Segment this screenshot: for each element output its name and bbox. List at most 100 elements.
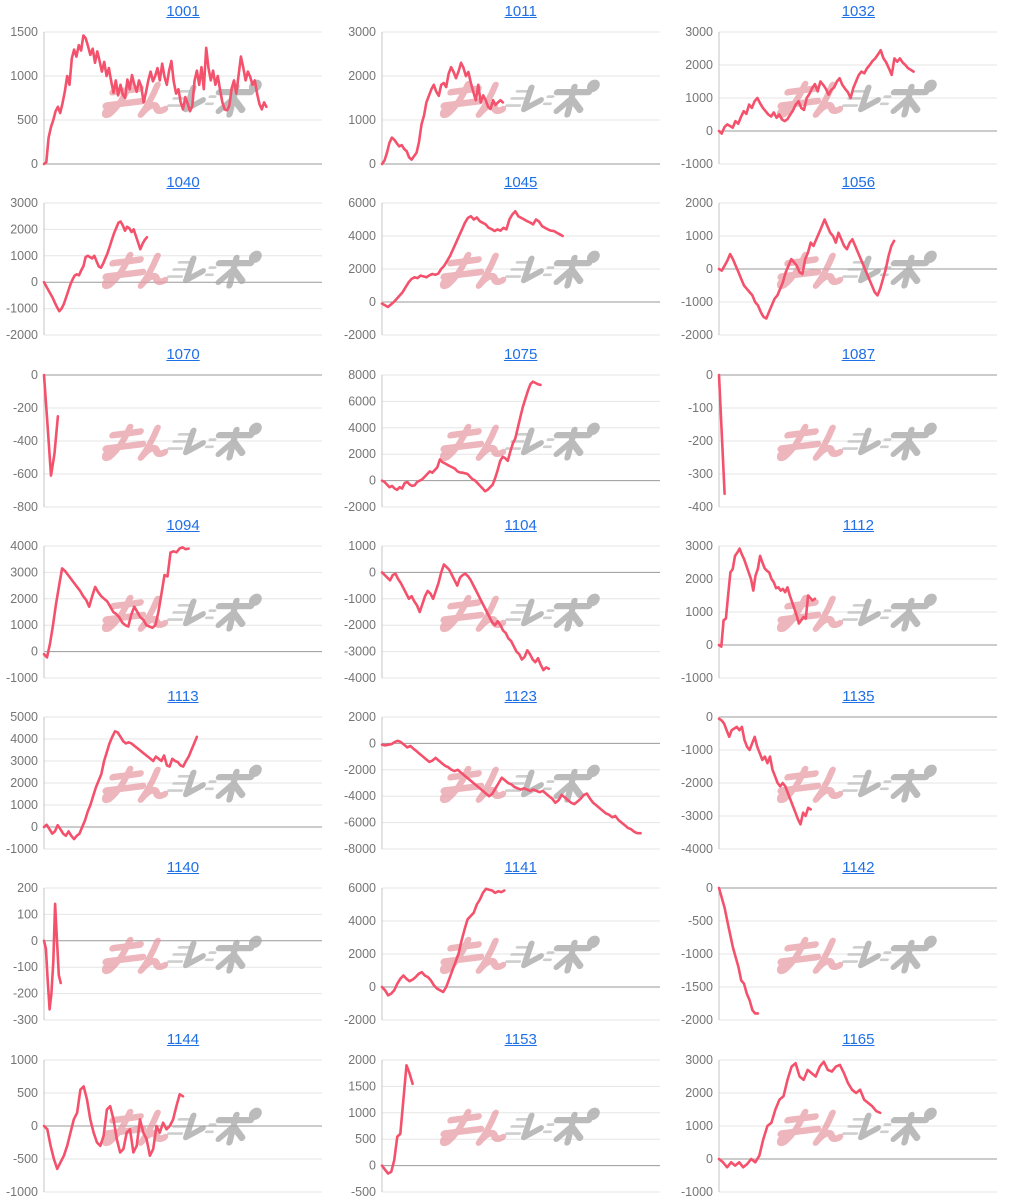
chart-canvas: -400 -300 -200 -100 0 xyxy=(688,368,998,514)
chart-title-link[interactable]: 1141 xyxy=(504,859,537,877)
chart-cell: 1075 -2000 0 2000 4000 6000 8000 xyxy=(338,343,676,514)
y-tick-label: 0 xyxy=(369,473,376,487)
chart-title-link[interactable]: 1140 xyxy=(166,859,200,877)
chart-title-link[interactable]: 1135 xyxy=(842,688,875,706)
chart-cell: 1011 0 1000 2000 3000 xyxy=(338,0,676,171)
chart-title-link[interactable]: 1153 xyxy=(504,1030,537,1048)
chart-title-link[interactable]: 1094 xyxy=(166,516,200,534)
minrepo-watermark-icon xyxy=(779,1111,935,1143)
chart-canvas: -1000 0 1000 2000 3000 xyxy=(681,539,998,685)
series-line xyxy=(718,48,916,135)
minrepo-watermark-icon xyxy=(104,597,260,629)
chart-title: 1135 xyxy=(719,685,997,709)
y-tick-label: 0 xyxy=(706,1152,713,1166)
chart-cell: 1112 -1000 0 1000 2000 3000 xyxy=(675,514,1013,685)
chart-title-link[interactable]: 1011 xyxy=(504,3,537,20)
chart-canvas: -2000 0 2000 4000 6000 xyxy=(344,196,660,342)
chart-title: 1032 xyxy=(719,0,997,24)
chart-title-link[interactable]: 1040 xyxy=(166,174,200,192)
y-tick-label: -800 xyxy=(13,500,38,514)
y-tick-label: 0 xyxy=(706,638,713,652)
chart-title-link[interactable]: 1087 xyxy=(841,345,876,363)
y-tick-label: 0 xyxy=(31,644,38,658)
chart-canvas: -1000 0 1000 2000 3000 xyxy=(681,1053,998,1199)
chart-title-link[interactable]: 1165 xyxy=(842,1030,875,1048)
chart-title-link[interactable]: 1075 xyxy=(504,345,538,363)
chart-cell: 1001 0 500 1000 1500 xyxy=(0,0,338,171)
series-line xyxy=(718,1060,882,1169)
chart-title-link[interactable]: 1070 xyxy=(166,345,200,363)
y-tick-label: 0 xyxy=(706,881,713,895)
y-tick-label: -1000 xyxy=(681,947,713,961)
y-tick-label: 2000 xyxy=(348,447,376,461)
y-tick-label: 2000 xyxy=(348,1053,376,1067)
y-tick-label: -600 xyxy=(13,467,38,481)
chart-cell: 1165 -1000 0 1000 2000 3000 xyxy=(675,1028,1013,1199)
y-tick-label: -4000 xyxy=(681,842,713,856)
chart-title: 1104 xyxy=(382,514,660,538)
minrepo-watermark-icon xyxy=(104,768,260,800)
chart-title-link[interactable]: 1032 xyxy=(841,3,876,20)
y-tick-label: 1000 xyxy=(686,605,714,619)
chart-title-link[interactable]: 1142 xyxy=(842,859,875,877)
chart-canvas: -1000 -500 0 500 1000 xyxy=(6,1053,322,1199)
chart-title-link[interactable]: 1144 xyxy=(166,1030,200,1048)
y-tick-label: 0 xyxy=(706,368,713,382)
minrepo-watermark-icon xyxy=(441,768,597,800)
series-line xyxy=(42,545,190,659)
chart-title-link[interactable]: 1123 xyxy=(504,688,537,706)
y-tick-label: 4000 xyxy=(348,420,376,434)
y-tick-label: 500 xyxy=(355,1132,376,1146)
y-tick-label: 0 xyxy=(706,262,713,276)
y-tick-label: 1500 xyxy=(10,25,38,39)
series-line xyxy=(380,887,506,998)
chart-canvas: -4000 -3000 -2000 -1000 0 1000 xyxy=(344,539,660,685)
y-tick-label: -1000 xyxy=(681,295,713,309)
chart-cell: 1141 -2000 0 2000 4000 6000 xyxy=(338,856,676,1027)
series-line xyxy=(380,61,504,166)
chart-cell: 1142 -2000 -1500 -1000 -500 0 xyxy=(675,856,1013,1027)
y-tick-label: -3000 xyxy=(344,644,376,658)
y-tick-label: 1000 xyxy=(348,113,376,127)
chart-title: 1045 xyxy=(382,171,660,195)
chart-title-link[interactable]: 1112 xyxy=(842,516,874,534)
y-tick-label: 3000 xyxy=(686,539,714,553)
y-tick-label: 6000 xyxy=(348,881,376,895)
chart-title: 1140 xyxy=(44,856,322,880)
chart-title-link[interactable]: 1056 xyxy=(841,174,876,192)
minrepo-watermark-icon xyxy=(441,1111,597,1143)
chart-canvas: 0 500 1000 1500 xyxy=(10,25,322,171)
y-tick-label: 2000 xyxy=(348,947,376,961)
y-tick-label: 1500 xyxy=(348,1079,376,1093)
y-tick-label: -2000 xyxy=(681,328,713,342)
y-tick-label: 2000 xyxy=(10,776,38,790)
y-tick-label: 1000 xyxy=(10,249,38,263)
y-tick-label: 3000 xyxy=(10,196,38,210)
chart-canvas: -2000 -1000 0 1000 2000 3000 xyxy=(6,196,322,342)
series-line xyxy=(42,1084,185,1170)
y-tick-label: 2000 xyxy=(686,196,714,210)
chart-title-link[interactable]: 1113 xyxy=(167,688,199,706)
y-tick-label: -1000 xyxy=(681,1185,713,1199)
y-tick-label: -100 xyxy=(13,961,38,975)
series-line xyxy=(380,563,550,672)
chart-title-link[interactable]: 1045 xyxy=(504,174,538,192)
series-line xyxy=(380,379,542,493)
y-tick-label: 500 xyxy=(17,113,38,127)
y-tick-label: 2000 xyxy=(686,572,714,586)
chart-cell: 1104 -4000 -3000 -2000 -1000 0 1000 xyxy=(338,514,676,685)
y-tick-label: -4000 xyxy=(344,671,376,685)
y-tick-label: 1000 xyxy=(348,1106,376,1120)
chart-cell: 1070 -800 -600 -400 -200 0 xyxy=(0,343,338,514)
minrepo-watermark-icon xyxy=(441,597,597,629)
y-tick-label: 0 xyxy=(369,1158,376,1172)
y-tick-label: 0 xyxy=(31,1119,38,1133)
chart-title-link[interactable]: 1104 xyxy=(504,516,537,534)
y-tick-label: 200 xyxy=(17,881,38,895)
y-tick-label: -200 xyxy=(13,987,38,1001)
y-tick-label: -1000 xyxy=(6,671,38,685)
chart-title: 1123 xyxy=(382,685,660,709)
chart-title-link[interactable]: 1001 xyxy=(166,3,200,20)
chart-title: 1087 xyxy=(719,343,997,367)
